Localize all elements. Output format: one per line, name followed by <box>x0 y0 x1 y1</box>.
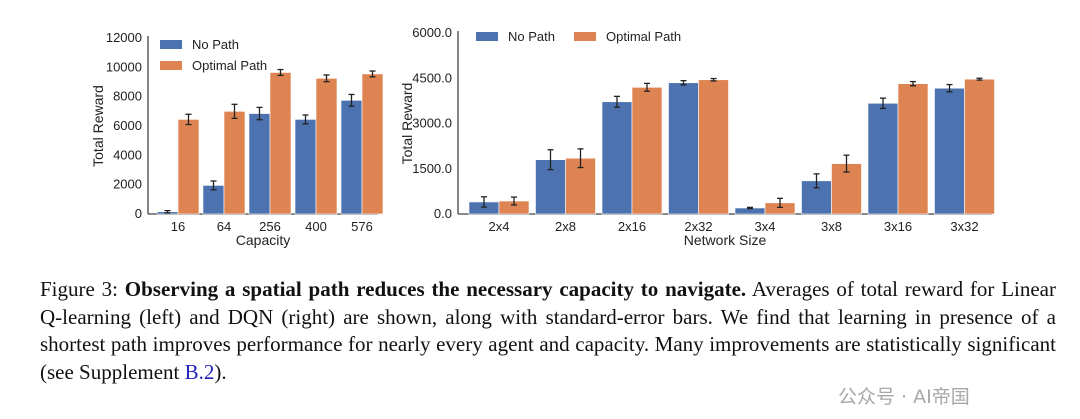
figure-charts: 0 2000 4000 6000 8000 10000 12000 16 64 256 400 576… <box>90 25 995 248</box>
y-axis-label: Total Reward <box>399 83 415 165</box>
bar-optimal-path <box>897 83 929 215</box>
caption-label: Figure 3: <box>40 277 118 301</box>
legend-label: No Path <box>508 29 555 44</box>
bar-no-path <box>668 82 699 215</box>
figure-caption: Figure 3: Observing a spatial path reduc… <box>40 276 1056 386</box>
bar-no-path <box>867 102 899 215</box>
legend-swatch <box>160 61 182 70</box>
legend-label: No Path <box>192 37 239 52</box>
x-axis-label: Capacity <box>236 232 290 248</box>
caption-body: Averages of total reward for Linear Q-le… <box>40 277 1056 384</box>
bar-no-path <box>340 100 363 215</box>
y-tick-label: 4000 <box>113 147 142 162</box>
y-tick-label: 8000 <box>113 89 142 104</box>
bar-optimal-path <box>315 78 338 215</box>
legend-swatch <box>160 40 182 49</box>
x-tick-label: 2x16 <box>618 219 646 234</box>
y-tick-label: 2000 <box>113 177 142 192</box>
y-tick-label: 6000.0 <box>412 25 452 40</box>
x-tick-label: 2x4 <box>489 219 510 234</box>
x-tick-label: 3x4 <box>755 219 776 234</box>
y-tick-label: 12000 <box>106 30 142 45</box>
bar-optimal-path <box>269 72 292 215</box>
legend-swatch <box>574 32 596 41</box>
chart-right: 0.0 1500.0 3000.0 4500.0 6000.0 2x4 2x8 2x16 2x3… <box>399 25 995 248</box>
caption-title: Observing a spatial path reduces the nec… <box>124 277 747 301</box>
bar-optimal-path <box>698 79 729 215</box>
x-tick-label: 3x8 <box>821 219 842 234</box>
legend-label: Optimal Path <box>192 58 267 73</box>
bar-optimal-path <box>361 73 384 215</box>
x-axis-label: Network Size <box>684 232 767 248</box>
bar-optimal-path <box>177 119 200 215</box>
bar-optimal-path <box>964 78 995 215</box>
bar-no-path <box>248 113 271 215</box>
caption-end: ). <box>214 359 227 384</box>
legend-label: Optimal Path <box>606 29 681 44</box>
watermark: 公众号 · AI帝国 <box>838 386 970 408</box>
bar-optimal-path <box>631 87 663 215</box>
x-tick-label: 256 <box>259 219 281 234</box>
legend-swatch <box>476 32 498 41</box>
bar-no-path <box>934 87 965 215</box>
y-tick-label: 6000 <box>113 118 142 133</box>
x-tick-label: 64 <box>217 219 231 234</box>
bar-optimal-path <box>223 111 246 215</box>
supplement-link[interactable]: B.2 <box>184 359 215 384</box>
x-tick-label: 2x8 <box>555 219 576 234</box>
y-tick-label: 1500.0 <box>412 161 452 176</box>
x-tick-label: 3x16 <box>884 219 912 234</box>
chart-left: 0 2000 4000 6000 8000 10000 12000 16 64 256 400 576… <box>90 30 384 248</box>
bar-no-path <box>601 101 633 215</box>
y-tick-label: 0 <box>135 206 142 221</box>
x-tick-label: 400 <box>305 219 327 234</box>
x-tick-label: 2x32 <box>684 219 712 234</box>
y-tick-label: 10000 <box>106 59 142 74</box>
x-tick-label: 576 <box>351 219 373 234</box>
bar-no-path <box>294 119 317 215</box>
y-axis-label: Total Reward <box>90 85 106 167</box>
y-tick-label: 4500.0 <box>412 70 452 85</box>
y-tick-label: 0.0 <box>434 206 452 221</box>
x-tick-label: 3x32 <box>950 219 978 234</box>
y-tick-label: 3000.0 <box>412 116 452 131</box>
x-tick-label: 16 <box>171 219 185 234</box>
